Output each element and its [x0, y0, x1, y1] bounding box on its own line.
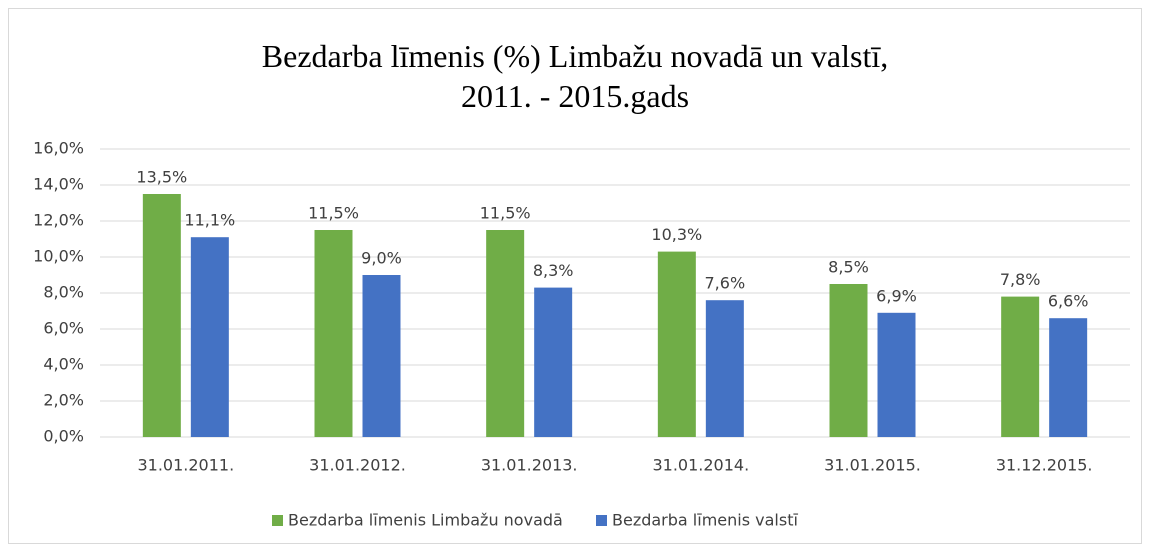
data-label: 8,5%	[828, 258, 869, 277]
data-label: 11,5%	[308, 204, 359, 223]
data-label: 9,0%	[361, 249, 402, 268]
y-tick-label: 12,0%	[33, 211, 84, 230]
bar	[142, 194, 181, 437]
y-tick-label: 14,0%	[33, 175, 84, 194]
legend-label: Bezdarba līmenis Limbažu novadā	[288, 511, 563, 530]
legend-label: Bezdarba līmenis valstī	[612, 511, 798, 530]
data-label: 6,9%	[876, 286, 917, 305]
x-tick-label: 31.01.2013.	[481, 456, 578, 475]
legend-swatch	[596, 515, 607, 526]
x-tick-label: 31.01.2011.	[137, 456, 234, 475]
y-tick-label: 8,0%	[43, 283, 84, 302]
y-tick-label: 16,0%	[33, 139, 84, 158]
data-label: 6,6%	[1048, 292, 1089, 311]
data-label: 11,5%	[480, 204, 531, 223]
x-tick-label: 31.12.2015.	[996, 456, 1093, 475]
bar	[705, 300, 744, 437]
y-tick-label: 2,0%	[43, 391, 84, 410]
data-label: 10,3%	[651, 225, 702, 244]
y-tick-label: 10,0%	[33, 247, 84, 266]
chart-title: Bezdarba līmenis (%) Limbažu novadā un v…	[261, 38, 889, 114]
data-label: 8,3%	[533, 261, 574, 280]
bar	[486, 230, 525, 437]
x-tick-label: 31.01.2012.	[309, 456, 406, 475]
y-tick-label: 6,0%	[43, 319, 84, 338]
bar	[314, 230, 353, 437]
bar	[657, 251, 696, 437]
bar	[362, 275, 401, 437]
x-tick-label: 31.01.2015.	[824, 456, 921, 475]
bar	[877, 312, 916, 437]
bar	[1049, 318, 1088, 437]
data-label: 7,8%	[1000, 270, 1041, 289]
y-tick-label: 0,0%	[43, 427, 84, 446]
y-tick-label: 4,0%	[43, 355, 84, 374]
data-label: 7,6%	[705, 274, 746, 293]
legend-swatch	[272, 515, 283, 526]
bar	[190, 237, 229, 437]
data-label: 13,5%	[136, 168, 187, 187]
bar	[534, 287, 573, 437]
bar	[1001, 296, 1040, 437]
data-label: 11,1%	[184, 211, 235, 230]
x-tick-label: 31.01.2014.	[652, 456, 749, 475]
bar	[829, 284, 868, 437]
